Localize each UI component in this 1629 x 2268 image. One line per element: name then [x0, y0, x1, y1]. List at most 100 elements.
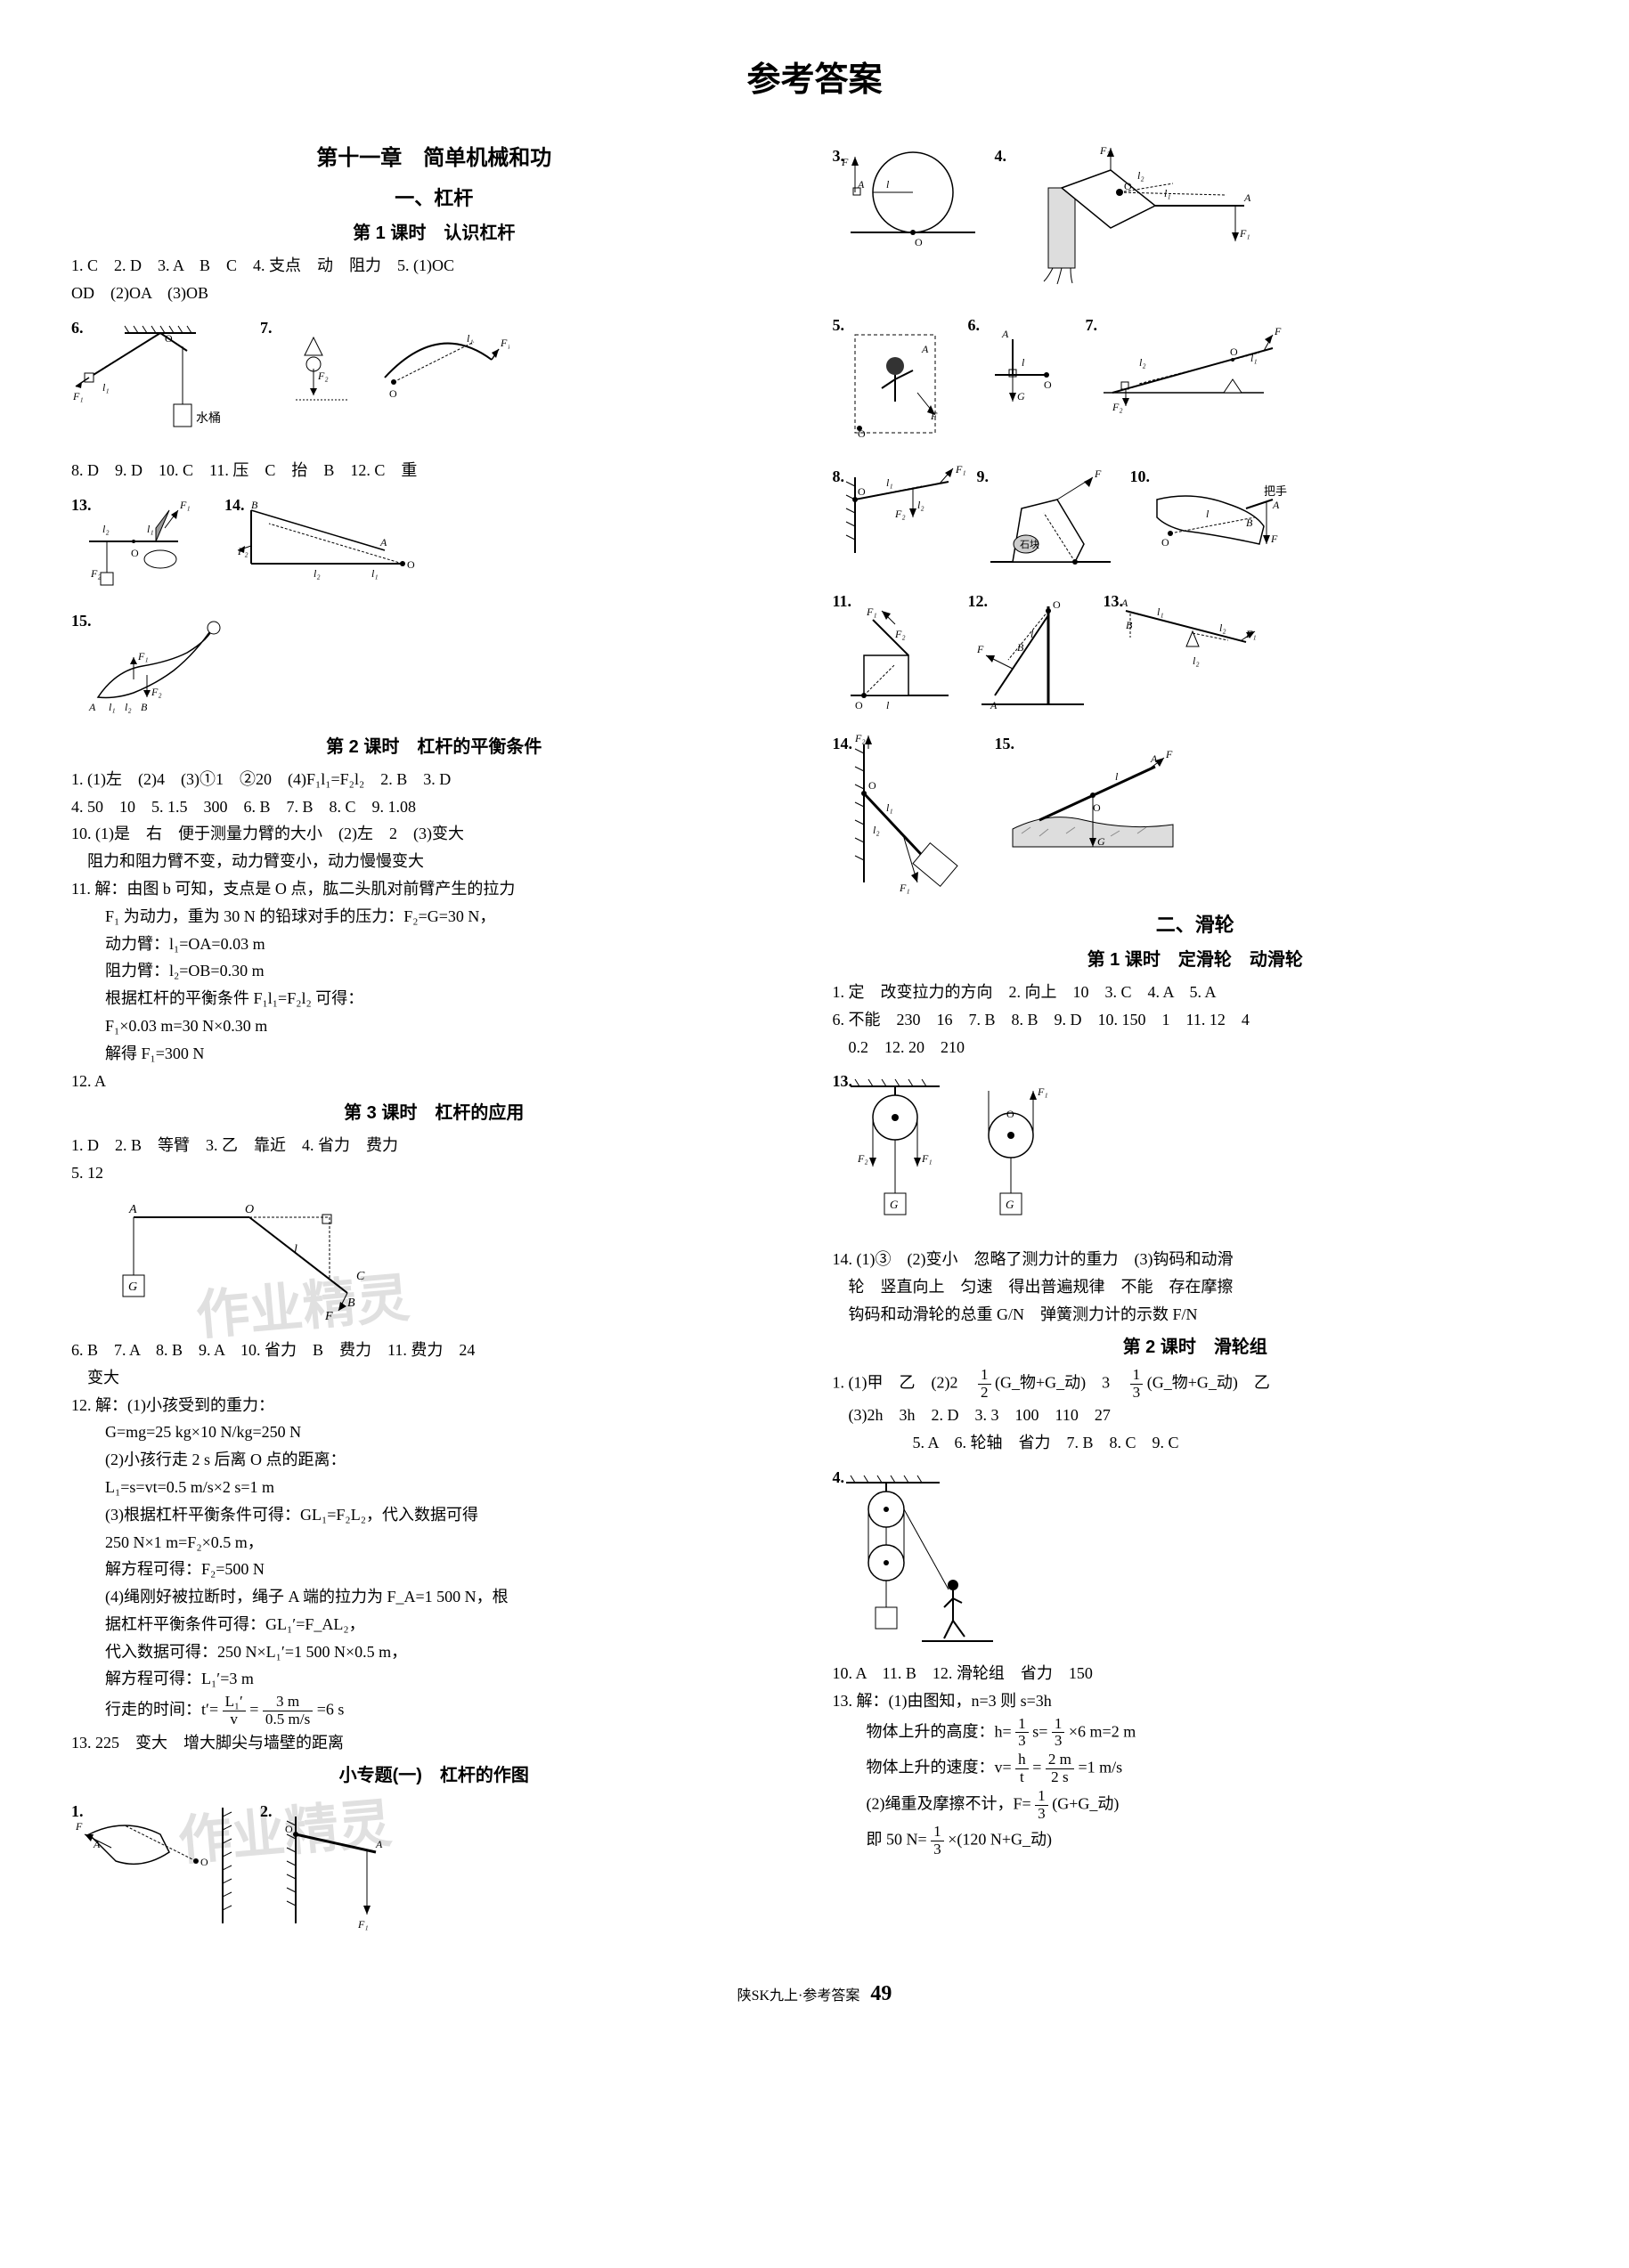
diagram-r-11: 11. O F₂ l F₁: [833, 589, 957, 713]
section-2-title: 二、滑轮: [833, 909, 1559, 940]
answer-line: 6. B 7. A 8. B 9. A 10. 省力 B 费力 11. 费力 2…: [71, 1337, 797, 1363]
numerator: 1: [978, 1367, 991, 1385]
svg-text:F: F: [976, 643, 984, 655]
svg-text:F₁: F₁: [357, 1918, 369, 1931]
svg-text:A: A: [1001, 328, 1009, 340]
answer-line: 0.2 12. 20 210: [833, 1035, 1559, 1061]
answer-line: 10. (1)是 右 便于测量力臂的大小 (2)左 2 (3)变大: [71, 821, 797, 847]
svg-text:G: G: [128, 1280, 137, 1294]
solution-h-line: 物体上升的高度：h= 1 3 s= 1 3 ×6 m=2 m: [851, 1716, 1559, 1751]
right-column: 3. O F A l 4.: [833, 134, 1559, 1950]
svg-text:G: G: [1006, 1198, 1014, 1211]
equals: =: [249, 1701, 258, 1719]
solution-line: 解得 F₁=300 N: [89, 1041, 797, 1067]
svg-text:B: B: [1246, 516, 1253, 529]
answer-line: 钩码和动滑轮的总重 G/N 弹簧测力计的示数 F/N: [833, 1302, 1559, 1328]
solution-line: 据杠杆平衡条件可得：GL₁′=F_AL₂，: [89, 1612, 797, 1638]
svg-text:l₁: l₁: [109, 701, 116, 713]
diagram-r-4: 4. O F₂ l₁ l₂ A F₁: [995, 143, 1262, 304]
svg-text:C: C: [356, 1270, 365, 1283]
svg-text:B: B: [251, 499, 258, 511]
solution-line: 250 N×1 m=F₂×0.5 m，: [89, 1530, 797, 1556]
page-footer: 陕SK九上·参考答案 49: [71, 1977, 1558, 2011]
diagram-r-8: 8. O l₁ l₂ F₁ F₂: [833, 464, 966, 571]
svg-text:O: O: [245, 1203, 254, 1216]
suffix: (G+G_动): [1052, 1794, 1119, 1812]
diagram-label: 3.: [833, 143, 845, 169]
answer-line: 1. C 2. D 3. A B C 4. 支点 动 阻力 5. (1)OC: [71, 253, 797, 279]
svg-text:O: O: [1006, 1108, 1014, 1120]
diagram-14: 14. B A O F₂ l₂ l₁: [224, 492, 420, 590]
svg-text:l₂: l₂: [1139, 356, 1146, 369]
svg-text:F: F: [1165, 748, 1173, 760]
diagram-label: 15.: [71, 608, 92, 634]
svg-text:A: A: [921, 343, 929, 355]
two-column-layout: 第十一章 简单机械和功 一、杠杆 第 1 课时 认识杠杆 1. C 2. D 3…: [71, 134, 1558, 1950]
svg-text:l₁: l₁: [467, 332, 474, 345]
diagram-r-12: 12. O A F B l: [968, 589, 1093, 722]
svg-text:F₁: F₁: [72, 390, 84, 402]
solution-line: F₁ 为动力，重为 30 N 的铅球对手的压力：F₂=G=30 N，: [89, 904, 797, 930]
diagram-6: 6. O F₁ l₁: [71, 315, 249, 449]
svg-text:F₂: F₂: [1099, 144, 1111, 157]
svg-text:O: O: [1044, 378, 1052, 391]
solution-line: F₁×0.03 m=30 N×0.30 m: [89, 1013, 797, 1039]
lesson-1-3-title: 第 3 课时 杠杆的应用: [71, 1099, 797, 1127]
svg-text:l₂: l₂: [1193, 654, 1200, 667]
solution-f-line: (2)绳重及摩擦不计，F= 1 3 (G+G_动): [851, 1788, 1559, 1823]
svg-text:O: O: [1230, 345, 1238, 358]
diagram-r-15: 15. O A F G l: [995, 731, 1191, 874]
solution-line: 阻力臂：l₂=OB=0.30 m: [89, 958, 797, 984]
solution-line: 动力臂：l₁=OA=0.03 m: [89, 931, 797, 957]
numerator: 1: [1035, 1788, 1048, 1806]
svg-text:O: O: [407, 558, 415, 571]
diagram-row: 4.: [833, 1465, 1559, 1652]
svg-text:A: A: [88, 701, 96, 713]
solution-line: (3)根据杠杆平衡条件可得：GL₁=F₂L₂，代入数据可得: [89, 1502, 797, 1528]
diagram-label: 13.: [1104, 589, 1124, 614]
left-column: 第十一章 简单机械和功 一、杠杆 第 1 课时 认识杠杆 1. C 2. D 3…: [71, 134, 797, 1950]
denominator: 3: [1035, 1806, 1048, 1823]
diagram-row: 1. O F A 2.: [71, 1799, 797, 1941]
prefix: 1. (1)甲 乙 (2)2: [833, 1373, 974, 1391]
svg-text:F: F: [1270, 532, 1278, 545]
denominator: 3: [1015, 1733, 1029, 1750]
lesson-1-2-title: 第 2 课时 杠杆的平衡条件: [71, 733, 797, 761]
lesson-2-1-title: 第 1 课时 定滑轮 动滑轮: [833, 946, 1559, 974]
svg-text:F₂: F₂: [1112, 401, 1123, 413]
suffix: =1 m/s: [1078, 1759, 1122, 1776]
svg-text:A: A: [379, 536, 387, 549]
svg-text:O: O: [200, 1856, 208, 1868]
answer-line: 1. 定 改变拉力的方向 2. 向上 10 3. C 4. A 5. A: [833, 980, 1559, 1005]
svg-text:F₂: F₂: [90, 567, 102, 580]
page-title: 参考答案: [71, 53, 1558, 108]
svg-text:A: A: [93, 1838, 101, 1850]
svg-text:l: l: [294, 1243, 297, 1256]
diagram-label: 4.: [995, 143, 1007, 169]
diagram-r-9: 9. 石块 F: [977, 464, 1120, 580]
svg-text:l₂: l₂: [1219, 622, 1226, 634]
diagram-pulley-4: 4.: [833, 1465, 1029, 1652]
diagram-row: 13. O F₂ l₂ l₁ F₁ 14.: [71, 492, 797, 599]
fraction: 2 m 2 s: [1046, 1752, 1074, 1786]
answer-line: 阻力和阻力臂不变，动力臂变小，动力慢慢变大: [71, 849, 797, 874]
diagram-label: 8.: [833, 464, 845, 490]
svg-text:l₂: l₂: [917, 499, 924, 511]
answer-line: 12. 解：(1)小孩受到的重力：: [71, 1393, 797, 1419]
page-number: 49: [870, 1982, 892, 2005]
answer-line: 12. A: [71, 1069, 797, 1094]
diagram-r-7: 7. O l₂ l₁ F₂ F₁: [1086, 313, 1282, 419]
svg-text:l₁: l₁: [371, 567, 379, 580]
diagram-row: 6. O F₁ l₁: [71, 315, 797, 449]
svg-text:l₂: l₂: [314, 567, 321, 580]
svg-text:B: B: [1017, 641, 1024, 654]
svg-text:F₁: F₁: [137, 650, 149, 663]
svg-text:A: A: [375, 1838, 383, 1850]
svg-text:A: A: [1272, 499, 1280, 511]
fraction: 1 2: [978, 1367, 991, 1402]
diagram-r-13: 13. A l₁ l₂ F₁ B l₂: [1104, 589, 1264, 678]
svg-text:B: B: [1126, 619, 1133, 631]
svg-text:F₁: F₁: [179, 499, 191, 511]
svg-text:l: l: [1022, 356, 1025, 369]
svg-text:F₁: F₁: [1274, 325, 1282, 337]
